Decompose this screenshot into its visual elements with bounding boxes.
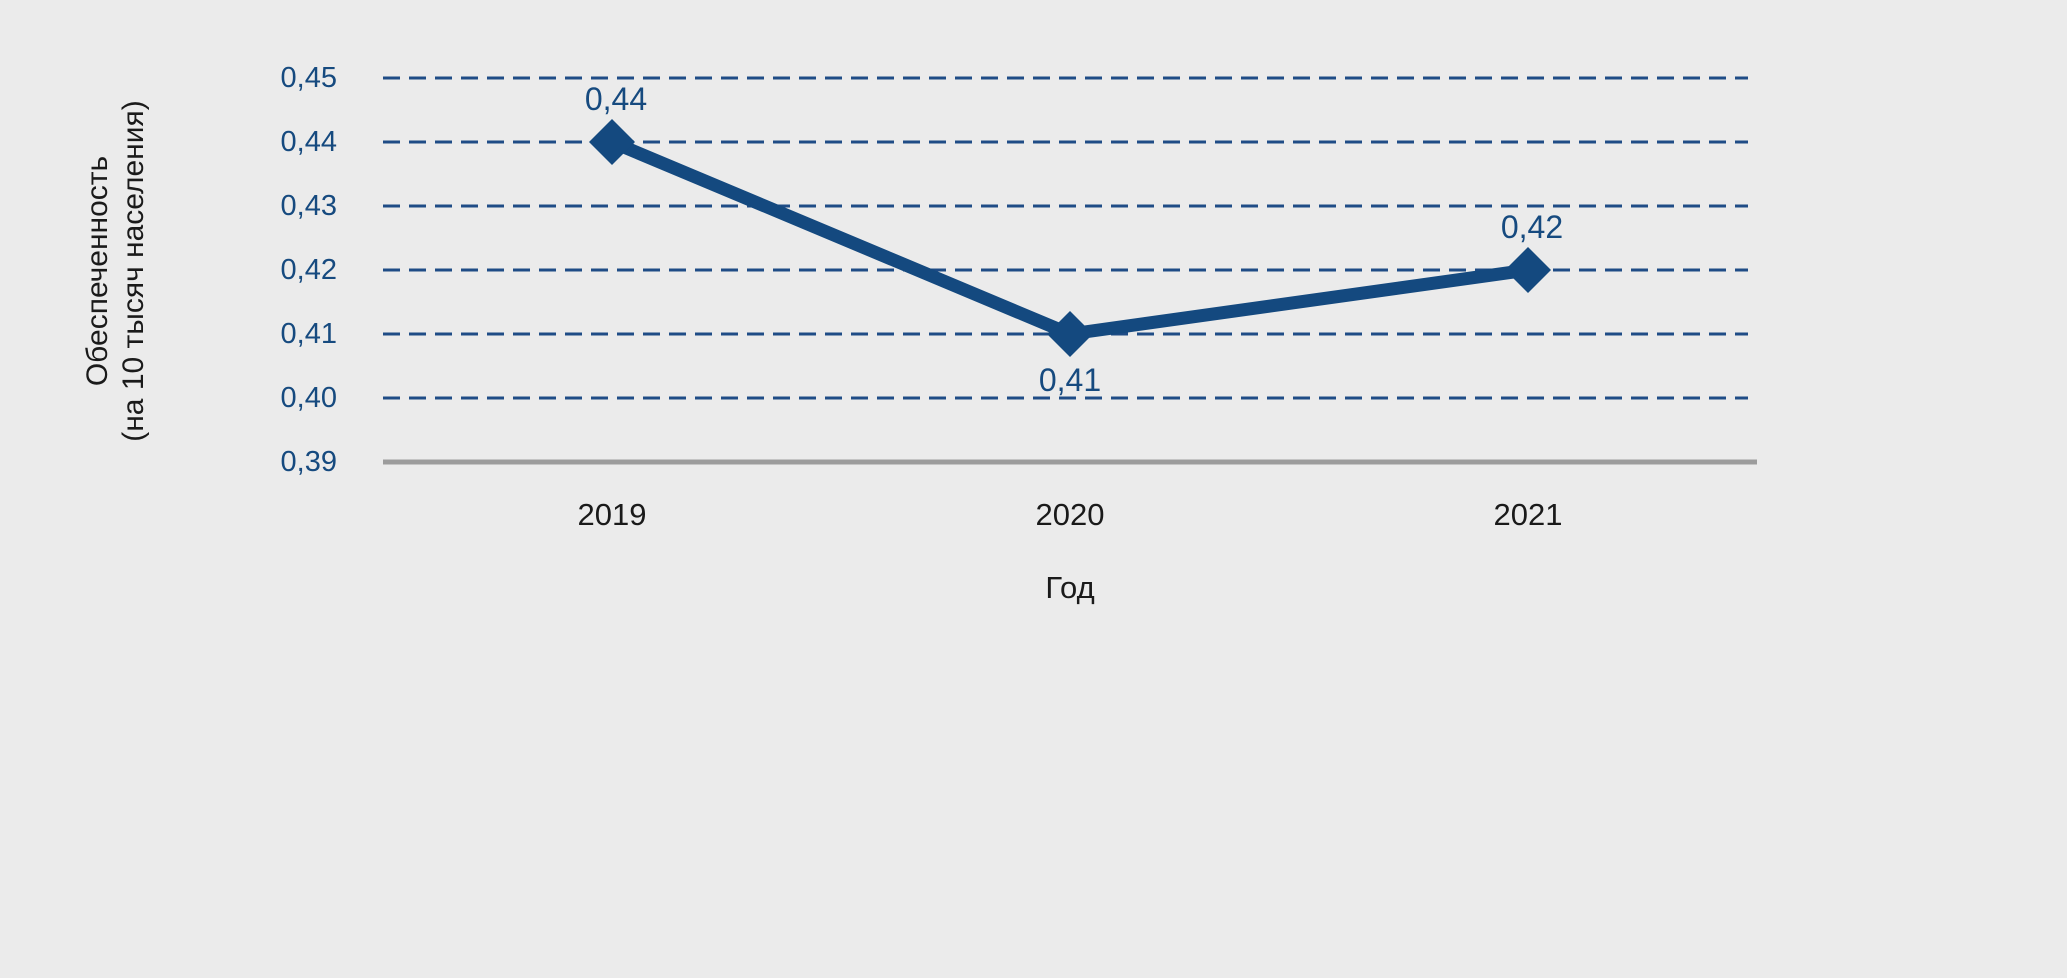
y-tick-label: 0,45	[280, 62, 337, 94]
y-tick-label: 0,40	[280, 382, 337, 414]
x-axis-title: Год	[1045, 570, 1095, 605]
y-tick-label: 0,43	[280, 190, 337, 222]
y-tick-label: 0,44	[280, 126, 337, 158]
data-point-marker	[1047, 311, 1093, 357]
data-point-marker	[1505, 247, 1551, 293]
data-point-label: 0,44	[585, 81, 647, 117]
y-tick-label: 0,39	[280, 446, 337, 478]
data-point-marker	[589, 119, 635, 165]
y-tick-label: 0,42	[280, 254, 337, 286]
y-axis-title-line2: (на 10 тысяч населения)	[117, 100, 150, 442]
data-point-label: 0,42	[1501, 209, 1563, 245]
x-tick-label: 2020	[1035, 497, 1105, 532]
y-axis-title-line1: Обеспеченность	[81, 155, 114, 387]
y-tick-label: 0,41	[280, 318, 337, 350]
x-tick-label: 2021	[1493, 497, 1563, 532]
y-axis-title: Обеспеченность (на 10 тысяч населения)	[80, 51, 154, 491]
data-point-label: 0,41	[1039, 362, 1101, 398]
x-tick-label: 2019	[577, 497, 647, 532]
data-line	[609, 136, 1529, 341]
line-chart-plot: 0,44 0,41 0,42	[383, 76, 1757, 465]
